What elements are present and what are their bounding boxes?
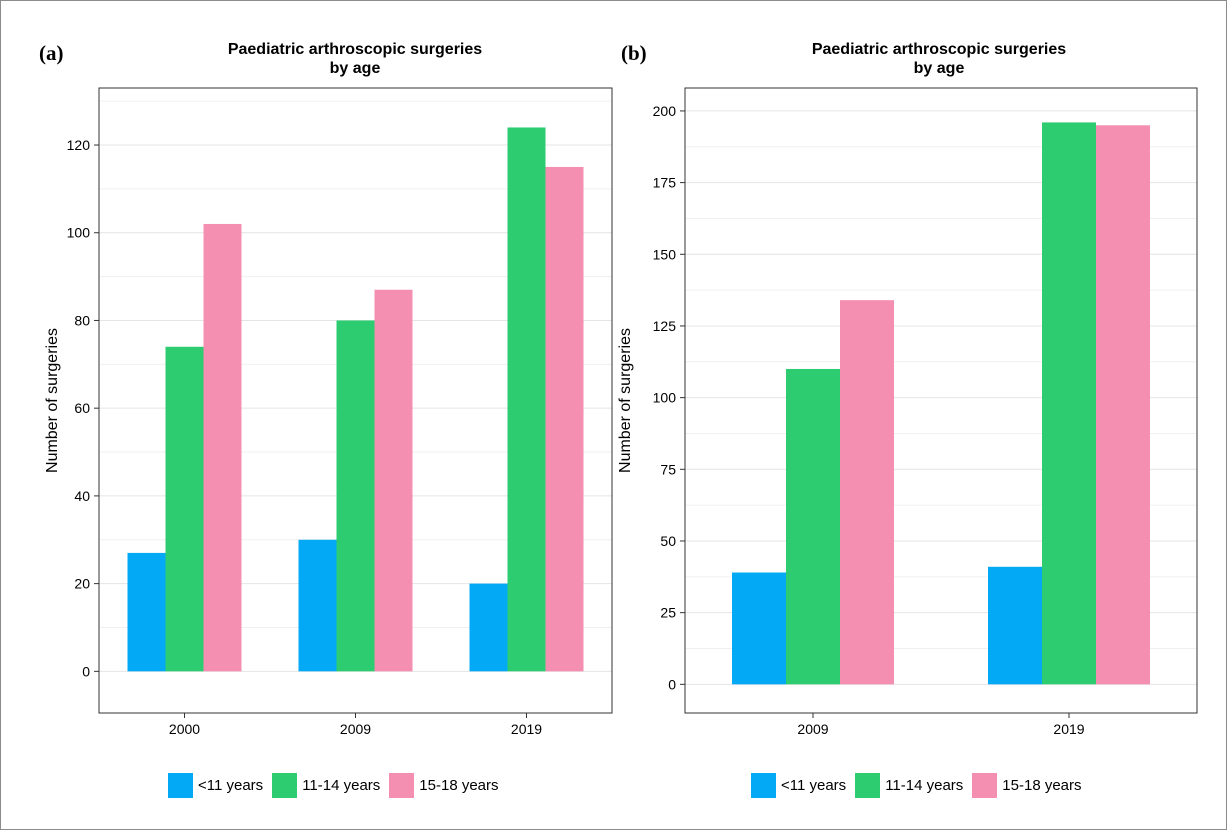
bar	[127, 552, 166, 672]
y-tick-label: 60	[74, 400, 90, 416]
y-tick-label: 50	[660, 533, 676, 549]
legend-b: <11 years 11-14 years 15-18 years	[751, 773, 1091, 798]
bar	[840, 300, 894, 685]
bar	[988, 566, 1042, 685]
plot-border	[684, 87, 1198, 714]
legend-item: 11-14 years	[855, 773, 963, 798]
y-tick-label: 150	[653, 246, 677, 262]
y-tick-label: 125	[653, 318, 677, 334]
bar	[1096, 125, 1150, 685]
y-axis-title: Number of surgeries	[44, 328, 61, 473]
legend-swatch	[272, 773, 298, 798]
legend-item: 15-18 years	[972, 773, 1082, 798]
y-tick-label: 175	[653, 175, 677, 191]
bar	[298, 539, 337, 672]
legend-label: 15-18 years	[419, 777, 499, 794]
bar	[507, 127, 546, 672]
y-tick-label: 0	[82, 663, 90, 679]
legend-swatch	[855, 773, 881, 798]
legend-label: 11-14 years	[302, 777, 381, 794]
x-tick-label: 2000	[169, 721, 200, 737]
panel-label-a: (a)	[39, 41, 64, 65]
y-tick-label: 25	[660, 605, 676, 621]
chart-subtitle: by age	[914, 60, 965, 77]
bar	[786, 368, 840, 685]
legend-label: <11 years	[198, 777, 264, 794]
bar	[469, 583, 508, 672]
x-tick-label: 2019	[511, 721, 542, 737]
legend-swatch	[168, 773, 193, 798]
bar	[545, 166, 584, 672]
legend-swatch	[972, 773, 998, 798]
legend-item: 11-14 years	[272, 773, 380, 798]
y-tick-label: 200	[653, 103, 677, 119]
chart-a-svg: Paediatric arthroscopic surgeries by age 0…	[44, 41, 613, 737]
chart-panel-b: Paediatric arthroscopic surgeries by age 0…	[585, 1, 1198, 829]
chart-subtitle: by age	[330, 60, 381, 77]
bar	[374, 289, 413, 672]
bar	[203, 223, 242, 672]
legend-label: <11 years	[781, 777, 847, 794]
bar	[165, 346, 204, 672]
legend-item: <11 years	[751, 773, 846, 798]
bar	[1042, 122, 1096, 685]
legend-a: <11 years 11-14 years 15-18 years	[168, 773, 508, 798]
y-tick-label: 80	[74, 312, 90, 328]
y-tick-label: 0	[668, 676, 676, 692]
plot-border	[98, 87, 613, 714]
y-tick-label: 20	[74, 576, 90, 592]
chart-panel-a: Paediatric arthroscopic surgeries by age 0…	[1, 1, 613, 829]
y-tick-label: 75	[660, 461, 676, 477]
y-tick-label: 100	[653, 390, 677, 406]
y-tick-label: 100	[67, 225, 91, 241]
bar	[732, 572, 786, 685]
y-tick-label: 120	[67, 137, 91, 153]
x-tick-label: 2009	[340, 721, 371, 737]
chart-title: Paediatric arthroscopic surgeries	[812, 41, 1066, 58]
bar	[336, 320, 375, 672]
legend-swatch	[751, 773, 776, 798]
legend-label: 15-18 years	[1002, 777, 1082, 794]
legend-item: <11 years	[168, 773, 263, 798]
chart-title: Paediatric arthroscopic surgeries	[228, 41, 482, 58]
legend-label: 11-14 years	[885, 777, 964, 794]
y-tick-label: 40	[74, 488, 90, 504]
x-tick-label: 2009	[797, 721, 828, 737]
y-axis-title: Number of surgeries	[617, 328, 634, 473]
legend-item: 15-18 years	[389, 773, 499, 798]
x-tick-label: 2019	[1053, 721, 1084, 737]
chart-b-svg: Paediatric arthroscopic surgeries by age 0…	[617, 41, 1198, 737]
panel-label-b: (b)	[621, 41, 647, 65]
legend-swatch	[389, 773, 415, 798]
